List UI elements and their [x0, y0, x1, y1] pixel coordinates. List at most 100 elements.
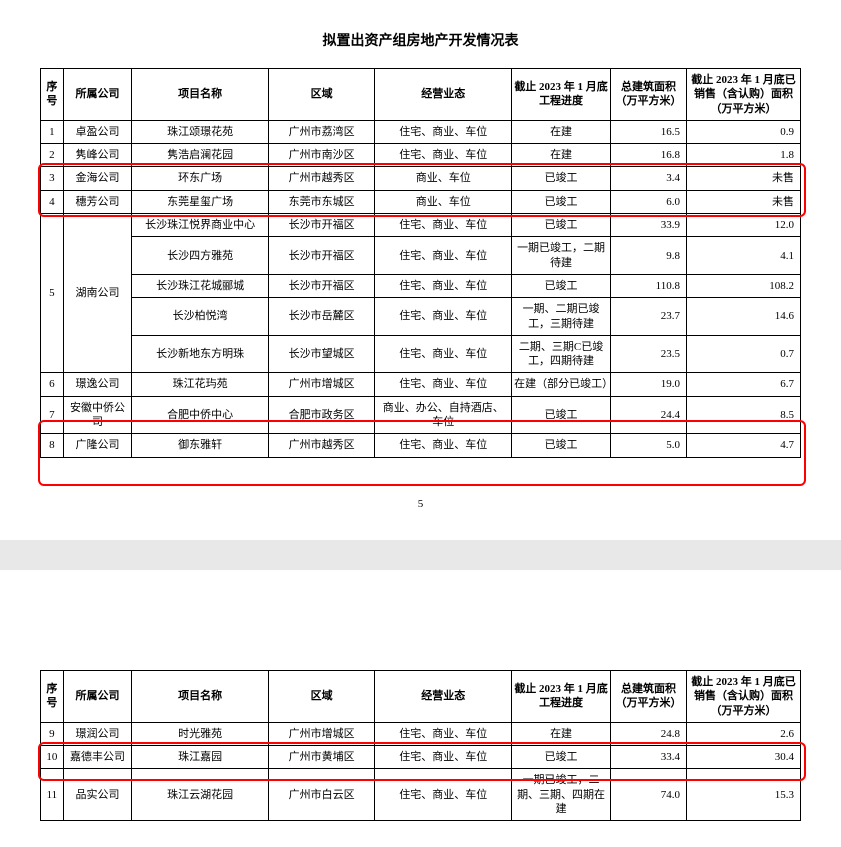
cell-project: 长沙新地东方明珠: [132, 335, 269, 373]
table-header-row: 序号 所属公司 项目名称 区域 经营业态 截止 2023 年 1 月底工程进度 …: [41, 69, 801, 121]
cell-region: 合肥市政务区: [268, 396, 374, 434]
cell-area: 6.0: [610, 190, 686, 213]
cell-company: 穗芳公司: [63, 190, 131, 213]
th-company: 所属公司: [63, 671, 131, 723]
cell-business: 住宅、商业、车位: [375, 722, 512, 745]
table-row: 11品实公司珠江云湖花园广州市白云区住宅、商业、车位一期已竣工，二期、三期、四期…: [41, 769, 801, 821]
cell-area: 23.5: [610, 335, 686, 373]
table-row: 长沙柏悦湾长沙市岳麓区住宅、商业、车位一期、二期已竣工，三期待建23.714.6: [41, 298, 801, 336]
cell-business: 住宅、商业、车位: [375, 373, 512, 396]
cell-seq: 8: [41, 434, 64, 457]
cell-area: 33.9: [610, 214, 686, 237]
th-region: 区域: [268, 69, 374, 121]
cell-business: 商业、车位: [375, 190, 512, 213]
cell-seq: 5: [41, 214, 64, 373]
cell-company: 广隆公司: [63, 434, 131, 457]
table-row: 9璟润公司时光雅苑广州市增城区住宅、商业、车位在建24.82.6: [41, 722, 801, 745]
cell-business: 商业、车位: [375, 167, 512, 190]
th-seq: 序号: [41, 671, 64, 723]
table-row: 3金海公司环东广场广州市越秀区商业、车位已竣工3.4未售: [41, 167, 801, 190]
cell-progress: 二期、三期C已竣工，四期待建: [512, 335, 611, 373]
cell-business: 住宅、商业、车位: [375, 746, 512, 769]
cell-business: 住宅、商业、车位: [375, 335, 512, 373]
cell-region: 长沙市开福区: [268, 214, 374, 237]
cell-area: 16.8: [610, 144, 686, 167]
cell-seq: 10: [41, 746, 64, 769]
cell-progress: 在建: [512, 120, 611, 143]
cell-company: 璟逸公司: [63, 373, 131, 396]
cell-sold: 2.6: [686, 722, 800, 745]
cell-region: 广州市越秀区: [268, 434, 374, 457]
th-progress: 截止 2023 年 1 月底工程进度: [512, 671, 611, 723]
table-row: 4穗芳公司东莞星玺广场东莞市东城区商业、车位已竣工6.0未售: [41, 190, 801, 213]
th-area: 总建筑面积（万平方米）: [610, 69, 686, 121]
cell-seq: 4: [41, 190, 64, 213]
cell-area: 33.4: [610, 746, 686, 769]
cell-region: 广州市荔湾区: [268, 120, 374, 143]
cell-region: 长沙市岳麓区: [268, 298, 374, 336]
cell-area: 24.8: [610, 722, 686, 745]
th-sold: 截止 2023 年 1 月底已销售（含认购）面积（万平方米）: [686, 671, 800, 723]
cell-seq: 3: [41, 167, 64, 190]
cell-seq: 6: [41, 373, 64, 396]
cell-region: 广州市黄埔区: [268, 746, 374, 769]
cell-region: 广州市白云区: [268, 769, 374, 821]
table-1: 序号 所属公司 项目名称 区域 经营业态 截止 2023 年 1 月底工程进度 …: [40, 68, 801, 458]
cell-company: 卓盈公司: [63, 120, 131, 143]
cell-region: 长沙市望城区: [268, 335, 374, 373]
cell-project: 珠江云湖花园: [132, 769, 269, 821]
table-row: 长沙四方雅苑长沙市开福区住宅、商业、车位一期已竣工，二期待建9.84.1: [41, 237, 801, 275]
cell-sold: 0.9: [686, 120, 800, 143]
cell-sold: 未售: [686, 167, 800, 190]
cell-project: 珠江花玙苑: [132, 373, 269, 396]
cell-progress: 已竣工: [512, 274, 611, 297]
page-number: 5: [0, 498, 841, 510]
cell-sold: 30.4: [686, 746, 800, 769]
table-row: 2隽峰公司隽浩启澜花园广州市南沙区住宅、商业、车位在建16.81.8: [41, 144, 801, 167]
cell-sold: 14.6: [686, 298, 800, 336]
cell-sold: 未售: [686, 190, 800, 213]
cell-business: 住宅、商业、车位: [375, 237, 512, 275]
cell-seq: 2: [41, 144, 64, 167]
th-region: 区域: [268, 671, 374, 723]
cell-seq: 9: [41, 722, 64, 745]
cell-area: 110.8: [610, 274, 686, 297]
table-row: 长沙新地东方明珠长沙市望城区住宅、商业、车位二期、三期C已竣工，四期待建23.5…: [41, 335, 801, 373]
cell-sold: 8.5: [686, 396, 800, 434]
cell-region: 广州市越秀区: [268, 167, 374, 190]
page-gap: [0, 540, 841, 570]
table-header-row: 序号 所属公司 项目名称 区域 经营业态 截止 2023 年 1 月底工程进度 …: [41, 671, 801, 723]
table-2: 序号 所属公司 项目名称 区域 经营业态 截止 2023 年 1 月底工程进度 …: [40, 670, 801, 821]
cell-project: 东莞星玺广场: [132, 190, 269, 213]
cell-area: 19.0: [610, 373, 686, 396]
cell-sold: 108.2: [686, 274, 800, 297]
cell-region: 长沙市开福区: [268, 237, 374, 275]
cell-business: 住宅、商业、车位: [375, 298, 512, 336]
cell-progress: 已竣工: [512, 190, 611, 213]
cell-area: 24.4: [610, 396, 686, 434]
cell-company: 品实公司: [63, 769, 131, 821]
cell-business: 住宅、商业、车位: [375, 274, 512, 297]
cell-sold: 0.7: [686, 335, 800, 373]
page-2: 序号 所属公司 项目名称 区域 经营业态 截止 2023 年 1 月底工程进度 …: [0, 570, 841, 840]
cell-sold: 4.7: [686, 434, 800, 457]
cell-region: 长沙市开福区: [268, 274, 374, 297]
page-title: 拟置出资产组房地产开发情况表: [40, 30, 801, 50]
cell-progress: 已竣工: [512, 434, 611, 457]
cell-progress: 一期已竣工，二期待建: [512, 237, 611, 275]
cell-area: 74.0: [610, 769, 686, 821]
cell-region: 东莞市东城区: [268, 190, 374, 213]
cell-project: 御东雅轩: [132, 434, 269, 457]
cell-progress: 已竣工: [512, 746, 611, 769]
cell-company: 安徽中侨公司: [63, 396, 131, 434]
cell-business: 住宅、商业、车位: [375, 120, 512, 143]
cell-business: 住宅、商业、车位: [375, 144, 512, 167]
cell-area: 23.7: [610, 298, 686, 336]
th-project: 项目名称: [132, 671, 269, 723]
cell-seq: 7: [41, 396, 64, 434]
cell-company: 隽峰公司: [63, 144, 131, 167]
cell-project: 珠江颂璟花苑: [132, 120, 269, 143]
cell-area: 16.5: [610, 120, 686, 143]
cell-project: 时光雅苑: [132, 722, 269, 745]
cell-company: 嘉德丰公司: [63, 746, 131, 769]
